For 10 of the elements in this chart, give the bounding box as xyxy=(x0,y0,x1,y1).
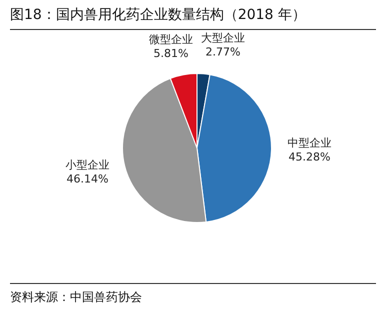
slice-label: 大型企业 xyxy=(201,32,245,45)
chart-title: 图18：国内兽用化药企业数量结构（2018 年） xyxy=(10,6,306,24)
slice-label: 中型企业 xyxy=(287,136,332,150)
data-label: 2.77% xyxy=(206,46,240,59)
data-label: 5.81% xyxy=(154,47,188,60)
slice-label: 小型企业 xyxy=(66,158,110,172)
text: 资料来源：中国兽药协会 xyxy=(10,289,142,306)
slice-label: 微型企业 xyxy=(149,33,193,46)
data-label: 45.28% xyxy=(288,150,330,164)
data-label: 46.14% xyxy=(66,172,109,186)
